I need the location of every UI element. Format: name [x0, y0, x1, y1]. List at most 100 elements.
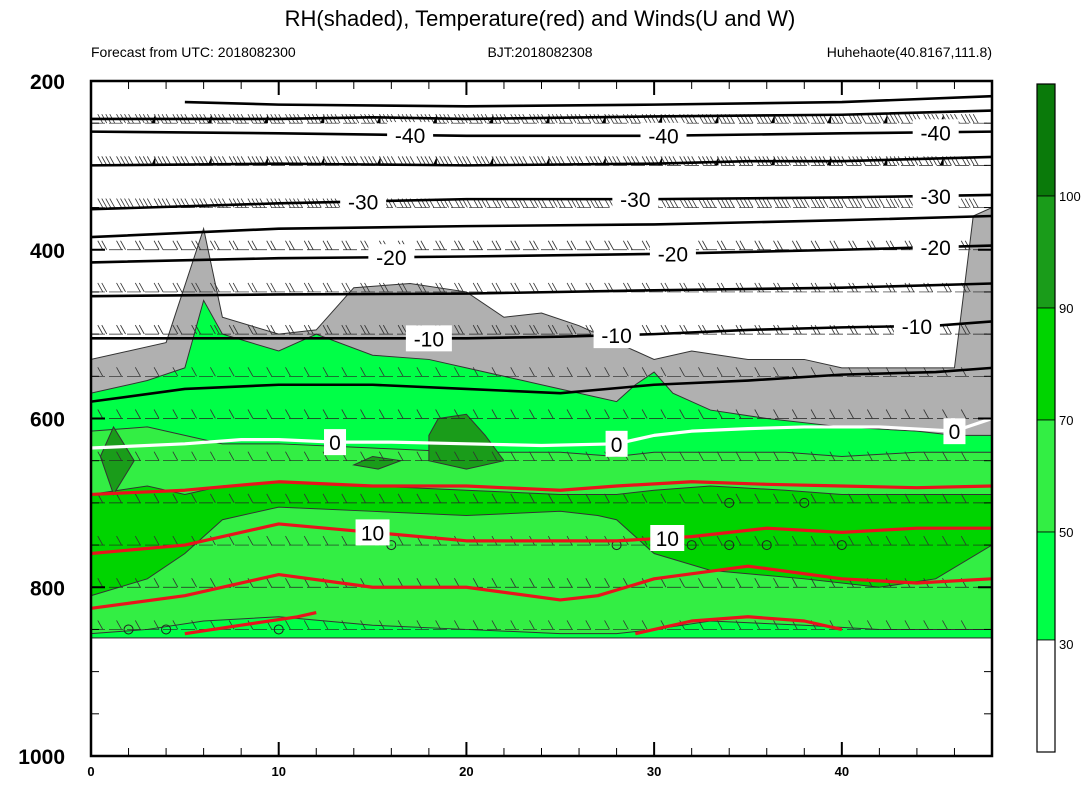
wind-barb	[128, 198, 134, 208]
wind-barb	[829, 240, 836, 250]
wind-barb	[191, 282, 197, 293]
wind-barb	[372, 113, 378, 124]
wind-barb	[472, 324, 479, 335]
wind-barb	[814, 324, 821, 335]
wind-barb	[623, 620, 629, 630]
wind-barb	[134, 324, 141, 335]
wind-barb	[698, 367, 704, 377]
wind-barb	[604, 240, 610, 250]
wind-barb	[97, 451, 104, 461]
wind-barb	[758, 198, 765, 208]
rh-patch-1	[428, 413, 505, 470]
wind-barb	[810, 578, 817, 588]
wind-barb	[397, 367, 404, 377]
wind-barb	[960, 451, 967, 461]
wind-barb	[529, 578, 535, 588]
wind-barb	[228, 367, 235, 377]
wind-barb	[623, 409, 629, 419]
wind-barb	[285, 535, 291, 546]
temperature-contour-layer	[91, 94, 992, 636]
wind-barb	[454, 156, 460, 166]
wind-barb	[822, 198, 829, 208]
wind-barb	[397, 620, 404, 630]
x-tick-label: 10	[271, 764, 285, 779]
wind-barb	[116, 240, 122, 250]
wind-barb	[679, 578, 686, 588]
wind-barb	[720, 240, 727, 250]
wind-barb	[698, 578, 704, 588]
wind-barb	[604, 367, 610, 377]
wind-barb	[210, 451, 216, 461]
colorbar-segment	[1036, 531, 1056, 641]
wind-barb	[739, 240, 746, 250]
wind-barb	[762, 198, 769, 208]
contour-label-box	[405, 325, 452, 352]
wind-barb	[968, 113, 975, 124]
wind-barb	[491, 578, 498, 588]
wind-barb	[867, 198, 873, 208]
wind-barb	[904, 409, 911, 419]
wind-barb	[893, 113, 900, 124]
wind-barb	[747, 198, 754, 208]
wind-barb	[641, 367, 648, 377]
wind-barb	[791, 535, 798, 546]
wind-barb	[514, 240, 521, 250]
wind-barb	[247, 282, 254, 293]
wind-barb	[97, 156, 104, 166]
wind-barb	[172, 620, 179, 630]
wind-barb	[210, 578, 216, 588]
wind-barb	[124, 198, 130, 208]
wind-barb	[814, 198, 821, 208]
wind-barb	[791, 198, 798, 208]
wind-barb	[885, 113, 892, 124]
calm-wind-circle	[724, 540, 735, 551]
wind-barb	[134, 451, 141, 461]
wind-barb	[860, 113, 866, 124]
contour-label-box	[650, 524, 685, 551]
wind-barb	[191, 578, 197, 588]
wind-barb	[589, 113, 596, 124]
wind-barb	[942, 493, 948, 504]
calm-wind-circle	[761, 540, 772, 551]
wind-barb	[303, 451, 310, 461]
wind-barb	[533, 324, 539, 335]
wind-barb	[210, 493, 216, 504]
wind-barb	[623, 367, 629, 377]
wind-barb	[360, 409, 366, 419]
colorbar-label: 30	[1059, 637, 1073, 652]
wind-barb	[754, 240, 761, 250]
chart-title: RH(shaded), Temperature(red) and Winds(U…	[285, 6, 796, 31]
wind-barb	[585, 240, 592, 250]
wind-barb	[754, 409, 761, 419]
wind-barb	[908, 282, 915, 293]
rh-shading-layer	[91, 207, 992, 639]
wind-barb	[435, 240, 441, 250]
wind-barb	[510, 240, 517, 250]
contour-label-box	[387, 122, 434, 149]
wind-barb	[885, 493, 892, 504]
wind-barb	[416, 409, 423, 419]
contour-label: 0	[949, 421, 961, 444]
wind-barb	[773, 367, 779, 377]
wind-barb	[710, 198, 716, 208]
wind-barb	[856, 198, 862, 208]
wind-barb	[716, 620, 723, 630]
contour-label-box	[912, 234, 959, 261]
wind-barb	[645, 324, 652, 335]
wind-barb	[848, 451, 854, 461]
contour-label-box	[649, 240, 696, 267]
contour-label-box	[355, 519, 390, 546]
wind-barb	[529, 493, 535, 504]
wind-barb	[285, 578, 291, 588]
wind-barb	[97, 198, 104, 208]
wind-barb	[397, 282, 404, 293]
wind-barb	[458, 282, 464, 293]
wind-barb	[134, 367, 141, 377]
wind-barb	[116, 578, 122, 588]
wind-barb	[754, 620, 761, 630]
wind-barb	[510, 324, 517, 335]
wind-barb	[706, 156, 712, 166]
wind-barb	[773, 578, 779, 588]
wind-barb	[153, 240, 160, 250]
wind-barb	[773, 535, 779, 546]
